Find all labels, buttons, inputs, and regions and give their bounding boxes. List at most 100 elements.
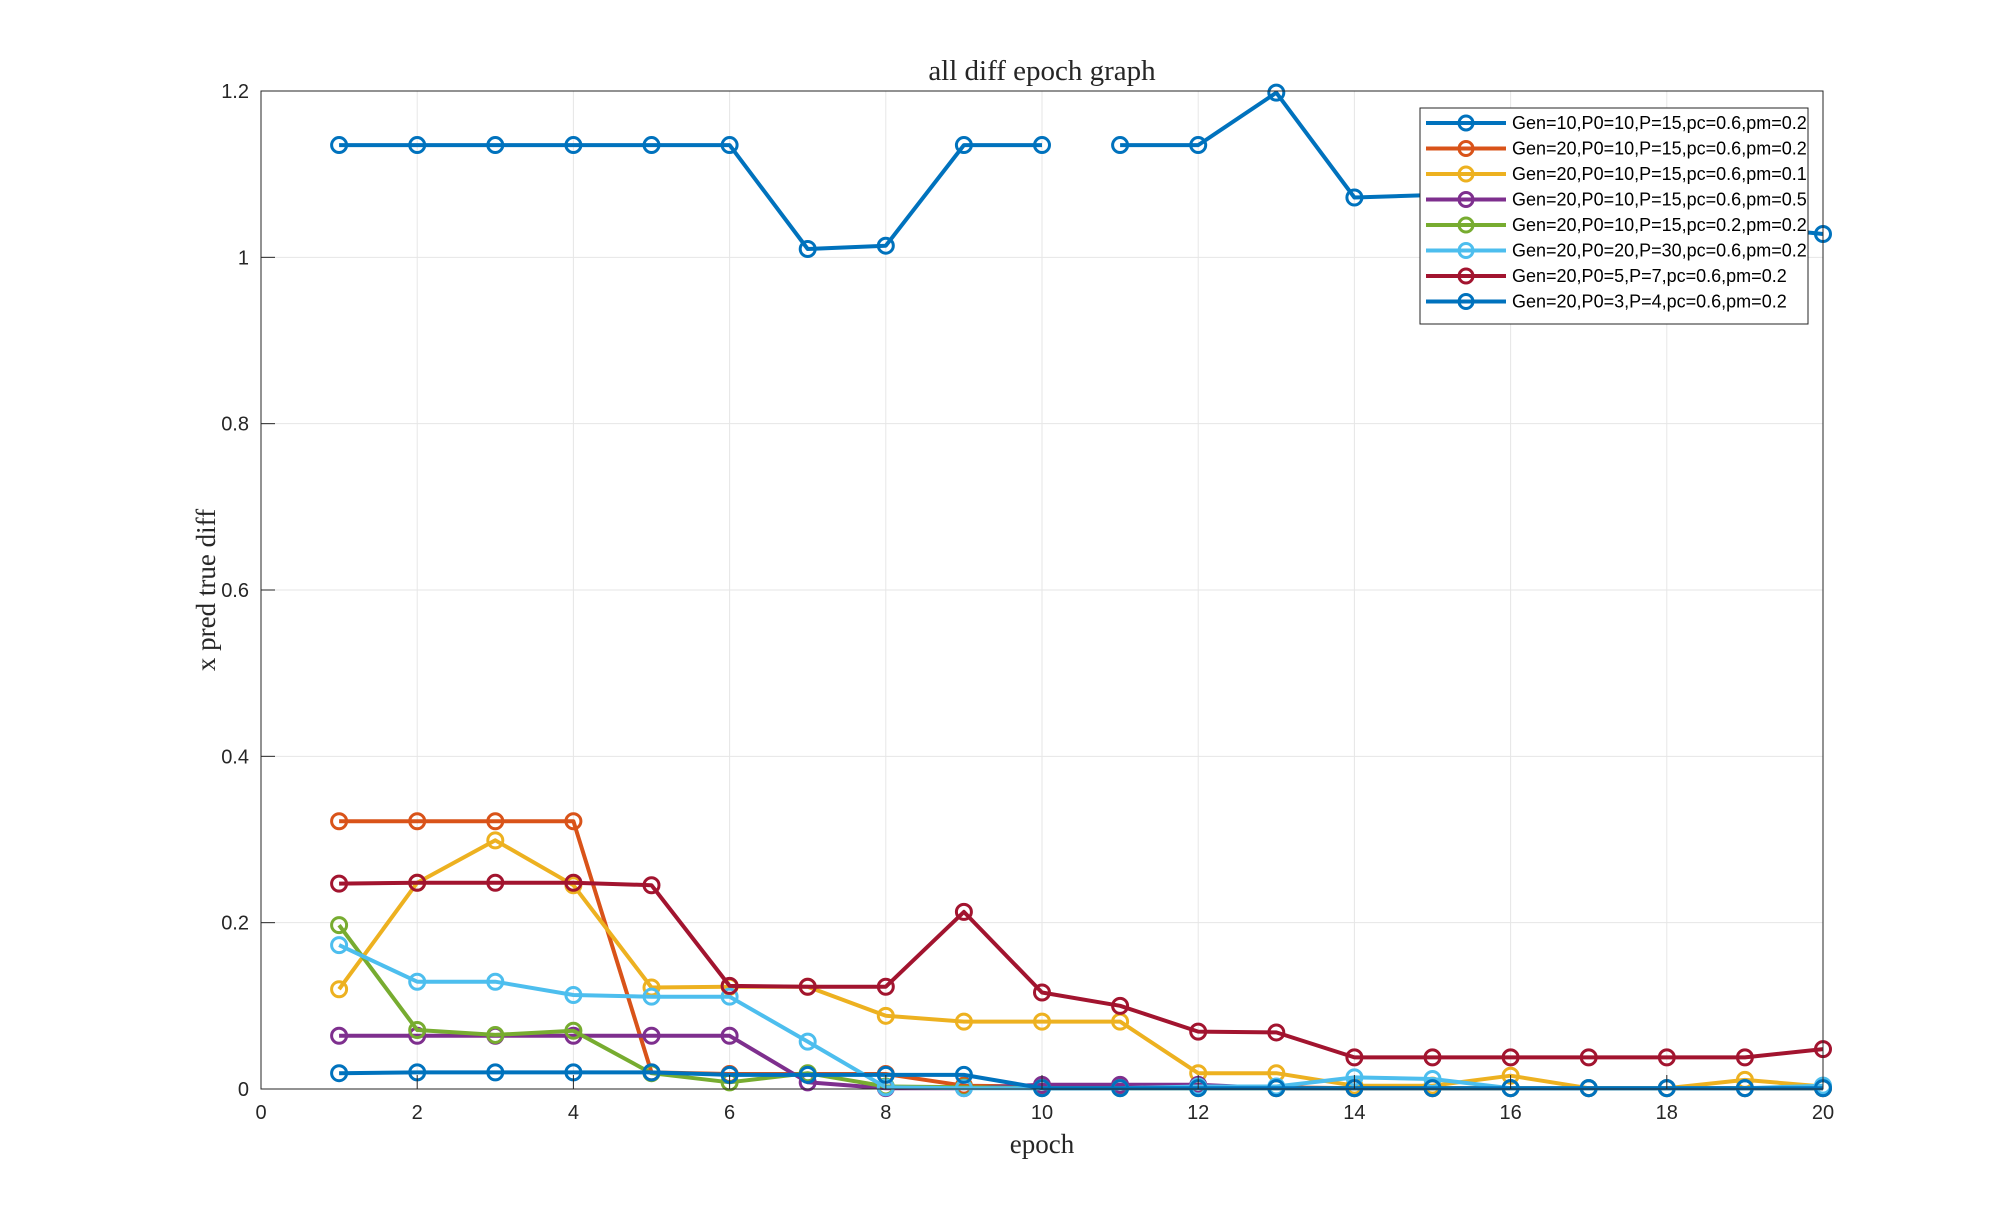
- data-point: [876, 977, 895, 996]
- x-tick-label: 12: [1187, 1102, 1209, 1124]
- data-point: [1267, 1023, 1286, 1042]
- y-axis-title: x pred true diff: [191, 509, 221, 671]
- data-point: [330, 1064, 349, 1083]
- x-tick-label: 20: [1812, 1102, 1834, 1124]
- legend-marker-swatch: [1457, 293, 1475, 310]
- legend-marker-swatch: [1457, 216, 1475, 234]
- data-point: [330, 812, 349, 831]
- data-point: [564, 812, 583, 831]
- data-point: [798, 977, 817, 996]
- data-point: [330, 874, 349, 893]
- series-line: [337, 838, 1824, 1091]
- x-tick-label: 16: [1499, 1102, 1521, 1124]
- y-tick-label: 0.4: [221, 746, 249, 768]
- y-tick-label: 0.8: [221, 414, 249, 436]
- legend-marker-swatch: [1457, 191, 1475, 208]
- data-point: [1111, 996, 1130, 1015]
- legend-entry: Gen=20,P0=10,P=15,pc=0.6,pm=0.2: [1426, 139, 1807, 159]
- data-point: [1423, 1079, 1442, 1098]
- legend-label: Gen=20,P0=5,P=7,pc=0.6,pm=0.2: [1512, 266, 1787, 286]
- data-point: [330, 980, 349, 999]
- data-point: [486, 136, 505, 155]
- series-line: [339, 143, 1042, 251]
- data-point: [564, 1021, 583, 1040]
- data-point: [642, 987, 661, 1006]
- data-point: [642, 1026, 661, 1045]
- data-point: [1033, 136, 1051, 155]
- data-point: [330, 1026, 349, 1045]
- data-point: [408, 873, 427, 892]
- y-tick-label: 1: [238, 247, 249, 269]
- data-point: [486, 972, 505, 991]
- data-point: [1501, 1048, 1520, 1067]
- data-point: [486, 1063, 505, 1082]
- data-point: [486, 873, 505, 892]
- legend-marker-swatch: [1457, 267, 1475, 285]
- data-point: [642, 136, 661, 155]
- legend-label: Gen=10,P0=10,P=15,pc=0.6,pm=0.2: [1512, 113, 1807, 133]
- data-point: [1423, 1048, 1442, 1067]
- data-point: [876, 236, 895, 255]
- data-point: [486, 812, 505, 831]
- data-point: [720, 1026, 739, 1045]
- data-point: [954, 1065, 973, 1084]
- data-point: [1111, 1079, 1130, 1098]
- legend-entry: Gen=20,P0=10,P=15,pc=0.2,pm=0.2: [1426, 215, 1807, 235]
- legend-label: Gen=20,P0=10,P=15,pc=0.6,pm=0.5: [1512, 190, 1807, 210]
- x-tick-label: 18: [1656, 1102, 1678, 1124]
- data-point: [720, 987, 739, 1006]
- data-point: [798, 1032, 817, 1051]
- data-point: [486, 831, 505, 850]
- x-tick-label: 6: [724, 1102, 735, 1124]
- legend-label: Gen=20,P0=10,P=15,pc=0.6,pm=0.2: [1512, 139, 1807, 159]
- data-point: [1189, 136, 1208, 155]
- data-point: [1579, 1079, 1598, 1098]
- data-point: [564, 873, 583, 892]
- data-point: [564, 986, 583, 1005]
- data-point: [1033, 983, 1051, 1002]
- data-point: [720, 136, 739, 155]
- series-7: [330, 873, 1832, 1067]
- data-point: [876, 1006, 895, 1025]
- data-point: [1033, 1012, 1051, 1031]
- data-point: [330, 136, 349, 155]
- x-axis-title: epoch: [1010, 1129, 1075, 1159]
- x-tick-label: 10: [1031, 1102, 1053, 1124]
- data-point: [1345, 1048, 1364, 1067]
- data-point: [720, 976, 739, 995]
- y-tick-label: 0: [238, 1079, 249, 1101]
- legend-entry: Gen=20,P0=5,P=7,pc=0.6,pm=0.2: [1426, 266, 1787, 286]
- data-point: [954, 1079, 973, 1098]
- x-tick-label: 0: [255, 1102, 266, 1124]
- legend-entry: Gen=10,P0=10,P=15,pc=0.6,pm=0.2: [1426, 113, 1807, 133]
- legend-box: [1419, 107, 1809, 325]
- x-tick-label: 4: [568, 1102, 579, 1124]
- data-point: [642, 876, 661, 895]
- legend-marker-swatch: [1457, 165, 1475, 183]
- x-tick-label: 14: [1343, 1102, 1365, 1124]
- data-point: [798, 240, 817, 259]
- data-point: [1579, 1048, 1598, 1067]
- data-point: [408, 136, 427, 155]
- data-point: [1267, 83, 1286, 102]
- y-tick-label: 0.6: [221, 580, 249, 602]
- data-point: [1345, 188, 1364, 207]
- series-line: [339, 1070, 1823, 1091]
- legend-marker-swatch: [1457, 114, 1475, 132]
- data-point: [1735, 1048, 1754, 1067]
- data-point: [564, 136, 583, 155]
- legend-marker-swatch: [1457, 140, 1475, 157]
- ticks: 0 2 4 6 8 10 12 14 16 18 20 0 0.2 0.4 0.6 0.8 1 1.2: [221, 81, 1834, 1124]
- series-line: [339, 880, 1824, 1060]
- series-1: [330, 136, 1051, 259]
- y-tick-label: 0.2: [221, 913, 249, 935]
- data-point: [798, 1065, 817, 1084]
- data-point: [954, 902, 973, 921]
- legend: Gen=10,P0=10,P=15,pc=0.6,pm=0.2 Gen=20,P0…: [1419, 107, 1809, 325]
- data-point: [408, 812, 427, 831]
- y-tick-label: 1.2: [221, 81, 249, 103]
- data-point: [1735, 1079, 1754, 1098]
- data-point: [1657, 1048, 1676, 1067]
- legend-entry: Gen=20,P0=10,P=15,pc=0.6,pm=0.5: [1426, 190, 1807, 210]
- legend-label: Gen=20,P0=10,P=15,pc=0.6,pm=0.1: [1512, 164, 1807, 184]
